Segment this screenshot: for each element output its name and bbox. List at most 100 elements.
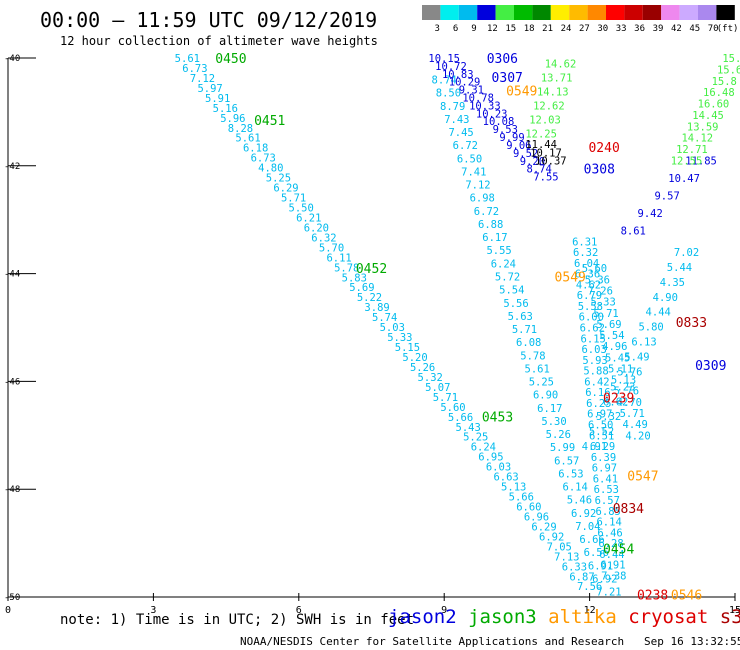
swh-value: 4.70 — [617, 397, 642, 409]
swh-value: 5.71 — [593, 308, 618, 320]
swh-value: 8.61 — [621, 225, 646, 237]
colorbar-swatch — [569, 5, 588, 20]
swh-value: 6.18 — [243, 143, 268, 155]
y-tick-label: -40 — [4, 54, 20, 64]
swh-value: 6.24 — [471, 442, 496, 454]
swh-value: 7.02 — [674, 247, 699, 259]
swh-value: 6.92 — [592, 573, 617, 585]
swh-value: 4.96 — [602, 341, 627, 353]
swh-value: 4.44 — [646, 307, 671, 319]
swh-value: 10.83 — [442, 69, 474, 81]
swh-value: 7.13 — [554, 551, 579, 563]
colorbar-label: 70 — [708, 24, 719, 34]
swh-value: 5.91 — [205, 93, 230, 105]
swh-value: 15.8 — [712, 76, 737, 88]
swh-value: 16.60 — [698, 99, 730, 111]
swh-value: 6.56 — [584, 547, 609, 559]
chart-note: note: 1) Time is in UTC; 2) SWH is in fe… — [60, 612, 415, 628]
swh-value: 6.53 — [594, 484, 619, 496]
swh-value: 6.17 — [537, 403, 562, 415]
swh-value: 6.95 — [478, 452, 503, 464]
swh-value: 6.50 — [588, 420, 613, 432]
swh-value: 6.87 — [569, 571, 594, 583]
swh-value: 6.03 — [486, 462, 511, 474]
swh-value: 6.24 — [491, 258, 516, 270]
swh-value: 12.55 — [671, 155, 703, 167]
swh-value: 12.25 — [525, 128, 557, 140]
colorbar-swatch — [514, 5, 533, 20]
pass-label: 0546 — [671, 588, 702, 603]
colorbar-swatch — [698, 5, 717, 20]
swh-value: 5.76 — [614, 386, 639, 398]
swh-value: 5.70 — [319, 242, 344, 254]
satellite-legend: jason2 jason3 altika cryosat s3a — [388, 606, 740, 628]
swh-value: 8.74 — [527, 164, 552, 176]
colorbar-label: 36 — [634, 24, 645, 34]
y-tick-label: -44 — [4, 270, 20, 280]
swh-value: 5.66 — [509, 492, 534, 504]
swh-value: 5.36 — [585, 274, 610, 286]
colorbar-swatch — [532, 5, 551, 20]
swh-value: 6.51 — [589, 430, 614, 442]
swh-value: 15.6 — [717, 64, 740, 76]
satellite-legend-cryosat: cryosat — [616, 606, 709, 628]
swh-value: 6.98 — [470, 193, 495, 205]
swh-value: 10.78 — [462, 93, 494, 105]
colorbar-label: 21 — [542, 24, 553, 34]
swh-value: 7.05 — [547, 541, 572, 553]
pass-label: 0834 — [613, 502, 644, 517]
swh-value: 5.61 — [525, 363, 550, 375]
x-tick-label: 9 — [441, 605, 447, 616]
swh-value: 8.50 — [436, 88, 461, 100]
swh-value: 6.62 — [580, 323, 605, 335]
swh-value: 5.45 — [605, 352, 630, 364]
pass-label: 0452 — [356, 262, 387, 277]
pass-label: 0833 — [676, 316, 707, 331]
colorbar-label: 27 — [579, 24, 590, 34]
satellite-legend-jason2: jason2 — [388, 606, 457, 628]
swh-value: 4.80 — [258, 163, 283, 175]
swh-value: 6.85 — [596, 506, 621, 518]
swh-value: 8.74 — [432, 75, 457, 87]
swh-value: 9.20 — [520, 156, 545, 168]
swh-value: 6.63 — [493, 472, 518, 484]
swh-value: 6.39 — [591, 452, 616, 464]
swh-value: 5.26 — [410, 362, 435, 374]
swh-value: 6.96 — [524, 511, 549, 523]
colorbar-swatch — [458, 5, 478, 20]
swh-value: 5.58 — [578, 301, 603, 313]
pass-label: 0451 — [254, 114, 285, 129]
swh-value: 6.88 — [478, 219, 503, 231]
swh-value: 6.08 — [516, 337, 541, 349]
colorbar-swatch — [440, 5, 459, 20]
swh-value: 4.49 — [623, 419, 648, 431]
colorbar-swatch — [422, 5, 441, 20]
pass-label: 0309 — [695, 359, 726, 374]
swh-value: 7.38 — [601, 570, 626, 582]
satellite-legend-jason3: jason3 — [456, 606, 537, 628]
swh-value: 5.25 — [529, 377, 554, 389]
swh-value: 6.79 — [577, 290, 602, 302]
swh-value: 6.42 — [584, 376, 609, 388]
swh-value: 9.53 — [493, 124, 518, 136]
swh-value: 6.04 — [574, 258, 599, 270]
swh-value: 5.61 — [235, 133, 260, 145]
swh-value: 14.12 — [681, 133, 713, 145]
swh-value: 6.11 — [326, 252, 351, 264]
swh-value: 5.74 — [372, 312, 397, 324]
swh-value: 7.55 — [533, 172, 558, 184]
swh-value: 6.16 — [585, 387, 610, 399]
colorbar-label: 24 — [561, 24, 572, 34]
colorbar-label: 33 — [616, 24, 627, 34]
swh-value: 6.73 — [251, 153, 276, 165]
swh-value: 4.20 — [625, 430, 650, 442]
swh-value: 6.91 — [588, 560, 613, 572]
swh-value: 5.54 — [499, 285, 524, 297]
swh-value: 5.25 — [463, 432, 488, 444]
pass-label: 0307 — [492, 71, 523, 86]
swh-value: 5.50 — [289, 202, 314, 214]
y-tick-label: -48 — [4, 485, 20, 495]
x-tick-label: 12 — [584, 605, 596, 616]
swh-value: 10.17 — [530, 147, 562, 159]
swh-value: 5.60 — [582, 263, 607, 275]
